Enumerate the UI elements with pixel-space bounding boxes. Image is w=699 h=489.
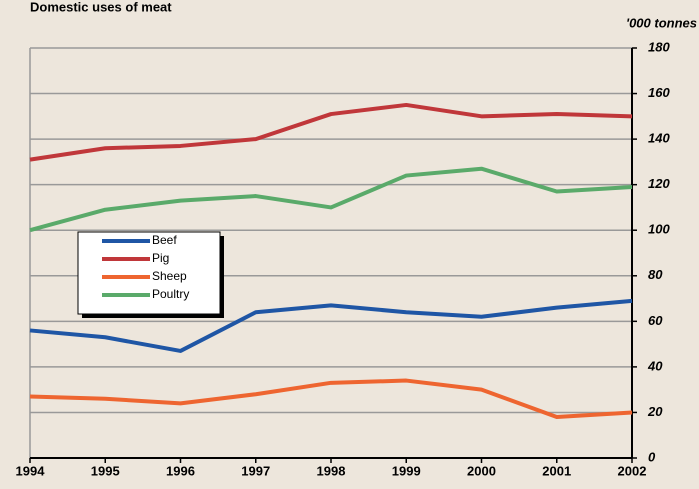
y-tick-label: 60 — [648, 313, 663, 328]
legend — [77, 231, 221, 315]
y-tick-label: 120 — [648, 176, 670, 191]
y-tick-label: 180 — [648, 39, 670, 54]
x-tick-label: 1999 — [392, 463, 421, 478]
x-tick-label: 1996 — [166, 463, 195, 478]
y-tick-label: 100 — [648, 222, 670, 237]
x-tick-label: 1997 — [241, 463, 270, 478]
y-tick-label: 160 — [648, 85, 670, 100]
x-tick-label: 2002 — [618, 463, 647, 478]
chart-title: Domestic uses of meat — [30, 0, 172, 14]
legend-label: Poultry — [152, 287, 189, 301]
x-tick-label: 1998 — [317, 463, 346, 478]
legend-label: Pig — [152, 251, 169, 265]
x-tick-label: 1994 — [16, 463, 46, 478]
line-series — [29, 298, 633, 353]
line-series — [29, 378, 633, 419]
x-tick-label: 2001 — [542, 463, 571, 478]
line-series — [29, 102, 633, 162]
y-tick-label: 0 — [648, 449, 656, 464]
legend-label: Beef — [152, 233, 177, 247]
y-tick-label: 80 — [648, 267, 663, 282]
y-tick-label: 140 — [648, 131, 670, 146]
y-axis-label: '000 tonnes — [626, 15, 697, 30]
y-tick-label: 20 — [647, 404, 663, 419]
y-tick-label: 40 — [647, 358, 663, 373]
legend-label: Sheep — [152, 269, 187, 283]
x-tick-label: 1995 — [91, 463, 120, 478]
line-series — [29, 166, 633, 233]
x-tick-label: 2000 — [467, 463, 496, 478]
